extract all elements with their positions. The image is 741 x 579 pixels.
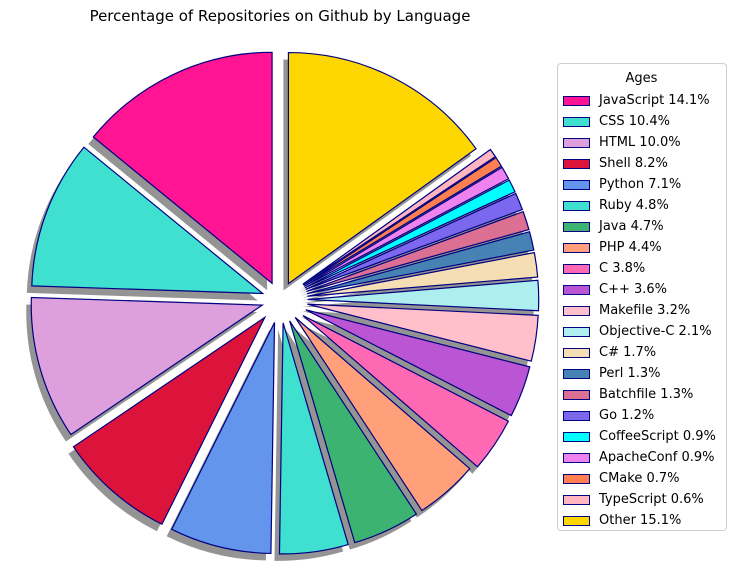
legend-label: C 3.8% bbox=[599, 261, 646, 276]
pie-slice-typescript bbox=[302, 148, 497, 285]
legend-swatch bbox=[563, 242, 590, 253]
legend-label: Other 15.1% bbox=[599, 513, 682, 528]
legend-item-java: Java 4.7% bbox=[563, 216, 720, 237]
pie-slice-css bbox=[31, 146, 265, 295]
legend-swatch bbox=[563, 347, 590, 358]
legend-item-other: Other 15.1% bbox=[563, 510, 720, 531]
legend-swatch bbox=[563, 284, 590, 295]
legend-swatch bbox=[563, 221, 590, 232]
legend-label: Makefile 3.2% bbox=[599, 303, 691, 318]
legend-label: TypeScript 0.6% bbox=[599, 492, 704, 507]
legend-label: Objective-C 2.1% bbox=[599, 324, 712, 339]
legend-item-makefile: Makefile 3.2% bbox=[563, 300, 720, 321]
legend-swatch bbox=[563, 263, 590, 274]
legend-item-php: PHP 4.4% bbox=[563, 237, 720, 258]
chart-title: Percentage of Repositories on Github by … bbox=[89, 7, 471, 25]
legend-label: CSS 10.4% bbox=[599, 114, 671, 129]
legend-title: Ages bbox=[625, 71, 658, 86]
pie-slice-javascript bbox=[92, 51, 273, 285]
pie-slice-php bbox=[294, 316, 471, 512]
pie-slice-batchfile bbox=[306, 210, 530, 293]
legend-item-c-: C++ 3.6% bbox=[563, 279, 720, 300]
legend-swatch bbox=[563, 410, 590, 421]
legend-item-ruby: Ruby 4.8% bbox=[563, 195, 720, 216]
legend-label: Python 7.1% bbox=[599, 177, 682, 192]
legend-item-perl: Perl 1.3% bbox=[563, 363, 720, 384]
pie-slice-perl bbox=[306, 230, 535, 295]
pie-slice-objective-c bbox=[307, 279, 540, 312]
legend-swatch bbox=[563, 515, 590, 526]
legend-label: Java 4.7% bbox=[599, 219, 664, 234]
legend-item-objective-c: Objective-C 2.1% bbox=[563, 321, 720, 342]
legend-swatch bbox=[563, 368, 590, 379]
legend-swatch bbox=[563, 326, 590, 337]
pie-slice-makefile bbox=[307, 303, 539, 362]
pie-slice-apacheconf bbox=[303, 166, 510, 287]
pie-slice-coffeescript bbox=[304, 179, 516, 289]
legend-swatch bbox=[563, 452, 590, 463]
legend-label: CMake 0.7% bbox=[599, 471, 680, 486]
legend-swatch bbox=[563, 179, 590, 190]
pie-slice-shell bbox=[72, 315, 267, 526]
legend-swatch bbox=[563, 95, 590, 106]
legend-label: C++ 3.6% bbox=[599, 282, 668, 297]
legend-item-go: Go 1.2% bbox=[563, 405, 720, 426]
legend-item-html: HTML 10.0% bbox=[563, 132, 720, 153]
legend-swatch bbox=[563, 494, 590, 505]
legend-swatch bbox=[563, 305, 590, 316]
legend-item-javascript: JavaScript 14.1% bbox=[563, 90, 720, 111]
pie-slice-other bbox=[287, 51, 477, 285]
legend-item-apacheconf: ApacheConf 0.9% bbox=[563, 447, 720, 468]
pie-slice-python bbox=[170, 322, 276, 555]
legend-swatch bbox=[563, 137, 590, 148]
legend-label: HTML 10.0% bbox=[599, 135, 681, 150]
legend-item-c-: C# 1.7% bbox=[563, 342, 720, 363]
legend-item-cmake: CMake 0.7% bbox=[563, 468, 720, 489]
legend-label: Perl 1.3% bbox=[599, 366, 661, 381]
pie-slice-c- bbox=[307, 251, 539, 297]
pie-slice-java bbox=[289, 320, 418, 544]
legend-swatch bbox=[563, 158, 590, 169]
legend-swatch bbox=[563, 200, 590, 211]
legend-label: Shell 8.2% bbox=[599, 156, 668, 171]
legend-label: C# 1.7% bbox=[599, 345, 657, 360]
legend-label: PHP 4.4% bbox=[599, 240, 662, 255]
pie-slice-go bbox=[305, 192, 524, 291]
pie-slices bbox=[30, 51, 540, 555]
pie-slice-c bbox=[302, 314, 510, 468]
legend-item-typescript: TypeScript 0.6% bbox=[563, 489, 720, 510]
legend-swatch bbox=[563, 116, 590, 127]
legend-label: JavaScript 14.1% bbox=[599, 93, 710, 108]
legend-label: Go 1.2% bbox=[599, 408, 655, 423]
pie-slice-html bbox=[30, 296, 265, 436]
pie-slice-c- bbox=[305, 309, 531, 417]
legend-label: ApacheConf 0.9% bbox=[599, 450, 715, 465]
legend-swatch bbox=[563, 431, 590, 442]
pie-chart bbox=[26, 51, 540, 561]
legend-swatch bbox=[563, 473, 590, 484]
pie-slice-cmake bbox=[303, 156, 503, 286]
legend-items: JavaScript 14.1% CSS 10.4% HTML 10.0% Shell… bbox=[563, 90, 720, 531]
legend-label: CoffeeScript 0.9% bbox=[599, 429, 716, 444]
pie-slice-ruby bbox=[278, 322, 349, 555]
legend-item-python: Python 7.1% bbox=[563, 174, 720, 195]
legend-swatch bbox=[563, 389, 590, 400]
legend: Ages JavaScript 14.1% CSS 10.4% HTML 10.0%… bbox=[557, 63, 727, 531]
legend-item-batchfile: Batchfile 1.3% bbox=[563, 384, 720, 405]
legend-item-shell: Shell 8.2% bbox=[563, 153, 720, 174]
legend-item-css: CSS 10.4% bbox=[563, 111, 720, 132]
legend-label: Ruby 4.8% bbox=[599, 198, 669, 213]
legend-item-c: C 3.8% bbox=[563, 258, 720, 279]
legend-item-coffeescript: CoffeeScript 0.9% bbox=[563, 426, 720, 447]
legend-label: Batchfile 1.3% bbox=[599, 387, 694, 402]
